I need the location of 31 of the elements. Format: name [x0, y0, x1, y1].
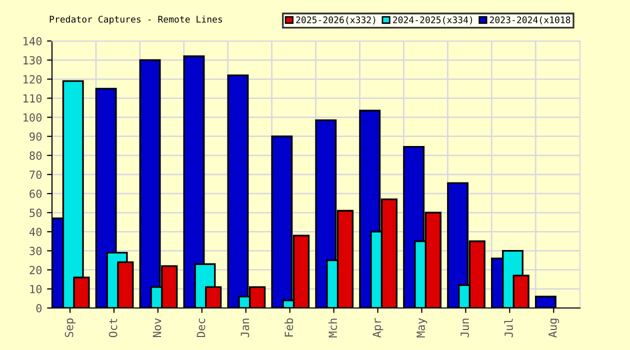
- y-tick-label: 20: [30, 266, 42, 274]
- x-tick-label: Nov: [152, 318, 162, 338]
- y-tick-label: 40: [29, 228, 42, 236]
- y-tick-label: 130: [24, 56, 42, 64]
- chart-title: Predator Captures - Remote Lines: [50, 16, 222, 24]
- y-tick-label: 60: [30, 190, 42, 198]
- y-tick-label: 120: [24, 75, 42, 84]
- y-tick-label: 0: [36, 304, 42, 312]
- x-tick-label: Mch: [328, 318, 338, 338]
- x-tick-label: Sep: [64, 318, 76, 338]
- legend-label: 2023-2024(x1018: [490, 16, 570, 24]
- x-tick-label: Aug: [548, 318, 560, 338]
- legend-label: 2024-2025(x334): [393, 16, 472, 24]
- y-tick-label: 10: [30, 284, 42, 294]
- x-tick-label: Jan: [240, 318, 250, 338]
- y-tick-label: 80: [30, 151, 42, 160]
- x-tick-label: Dec: [196, 318, 206, 338]
- x-tick-label: Apr: [372, 318, 384, 338]
- x-tick-label: Oct: [108, 318, 118, 338]
- y-tick-label: 50: [30, 208, 42, 218]
- y-tick-label: 100: [24, 113, 42, 122]
- x-tick-label: Jun: [460, 318, 469, 338]
- y-tick-label: 90: [30, 132, 42, 141]
- x-tick-label: May: [416, 318, 428, 338]
- legend-label: 2025-2026(x332): [296, 16, 376, 24]
- y-tick-label: 70: [30, 170, 42, 179]
- y-tick-label: 140: [24, 37, 42, 46]
- y-tick-label: 30: [30, 246, 42, 256]
- x-tick-label: Feb: [284, 318, 294, 337]
- x-tick-label: Jul: [504, 318, 513, 338]
- y-tick-label: 110: [24, 94, 42, 103]
